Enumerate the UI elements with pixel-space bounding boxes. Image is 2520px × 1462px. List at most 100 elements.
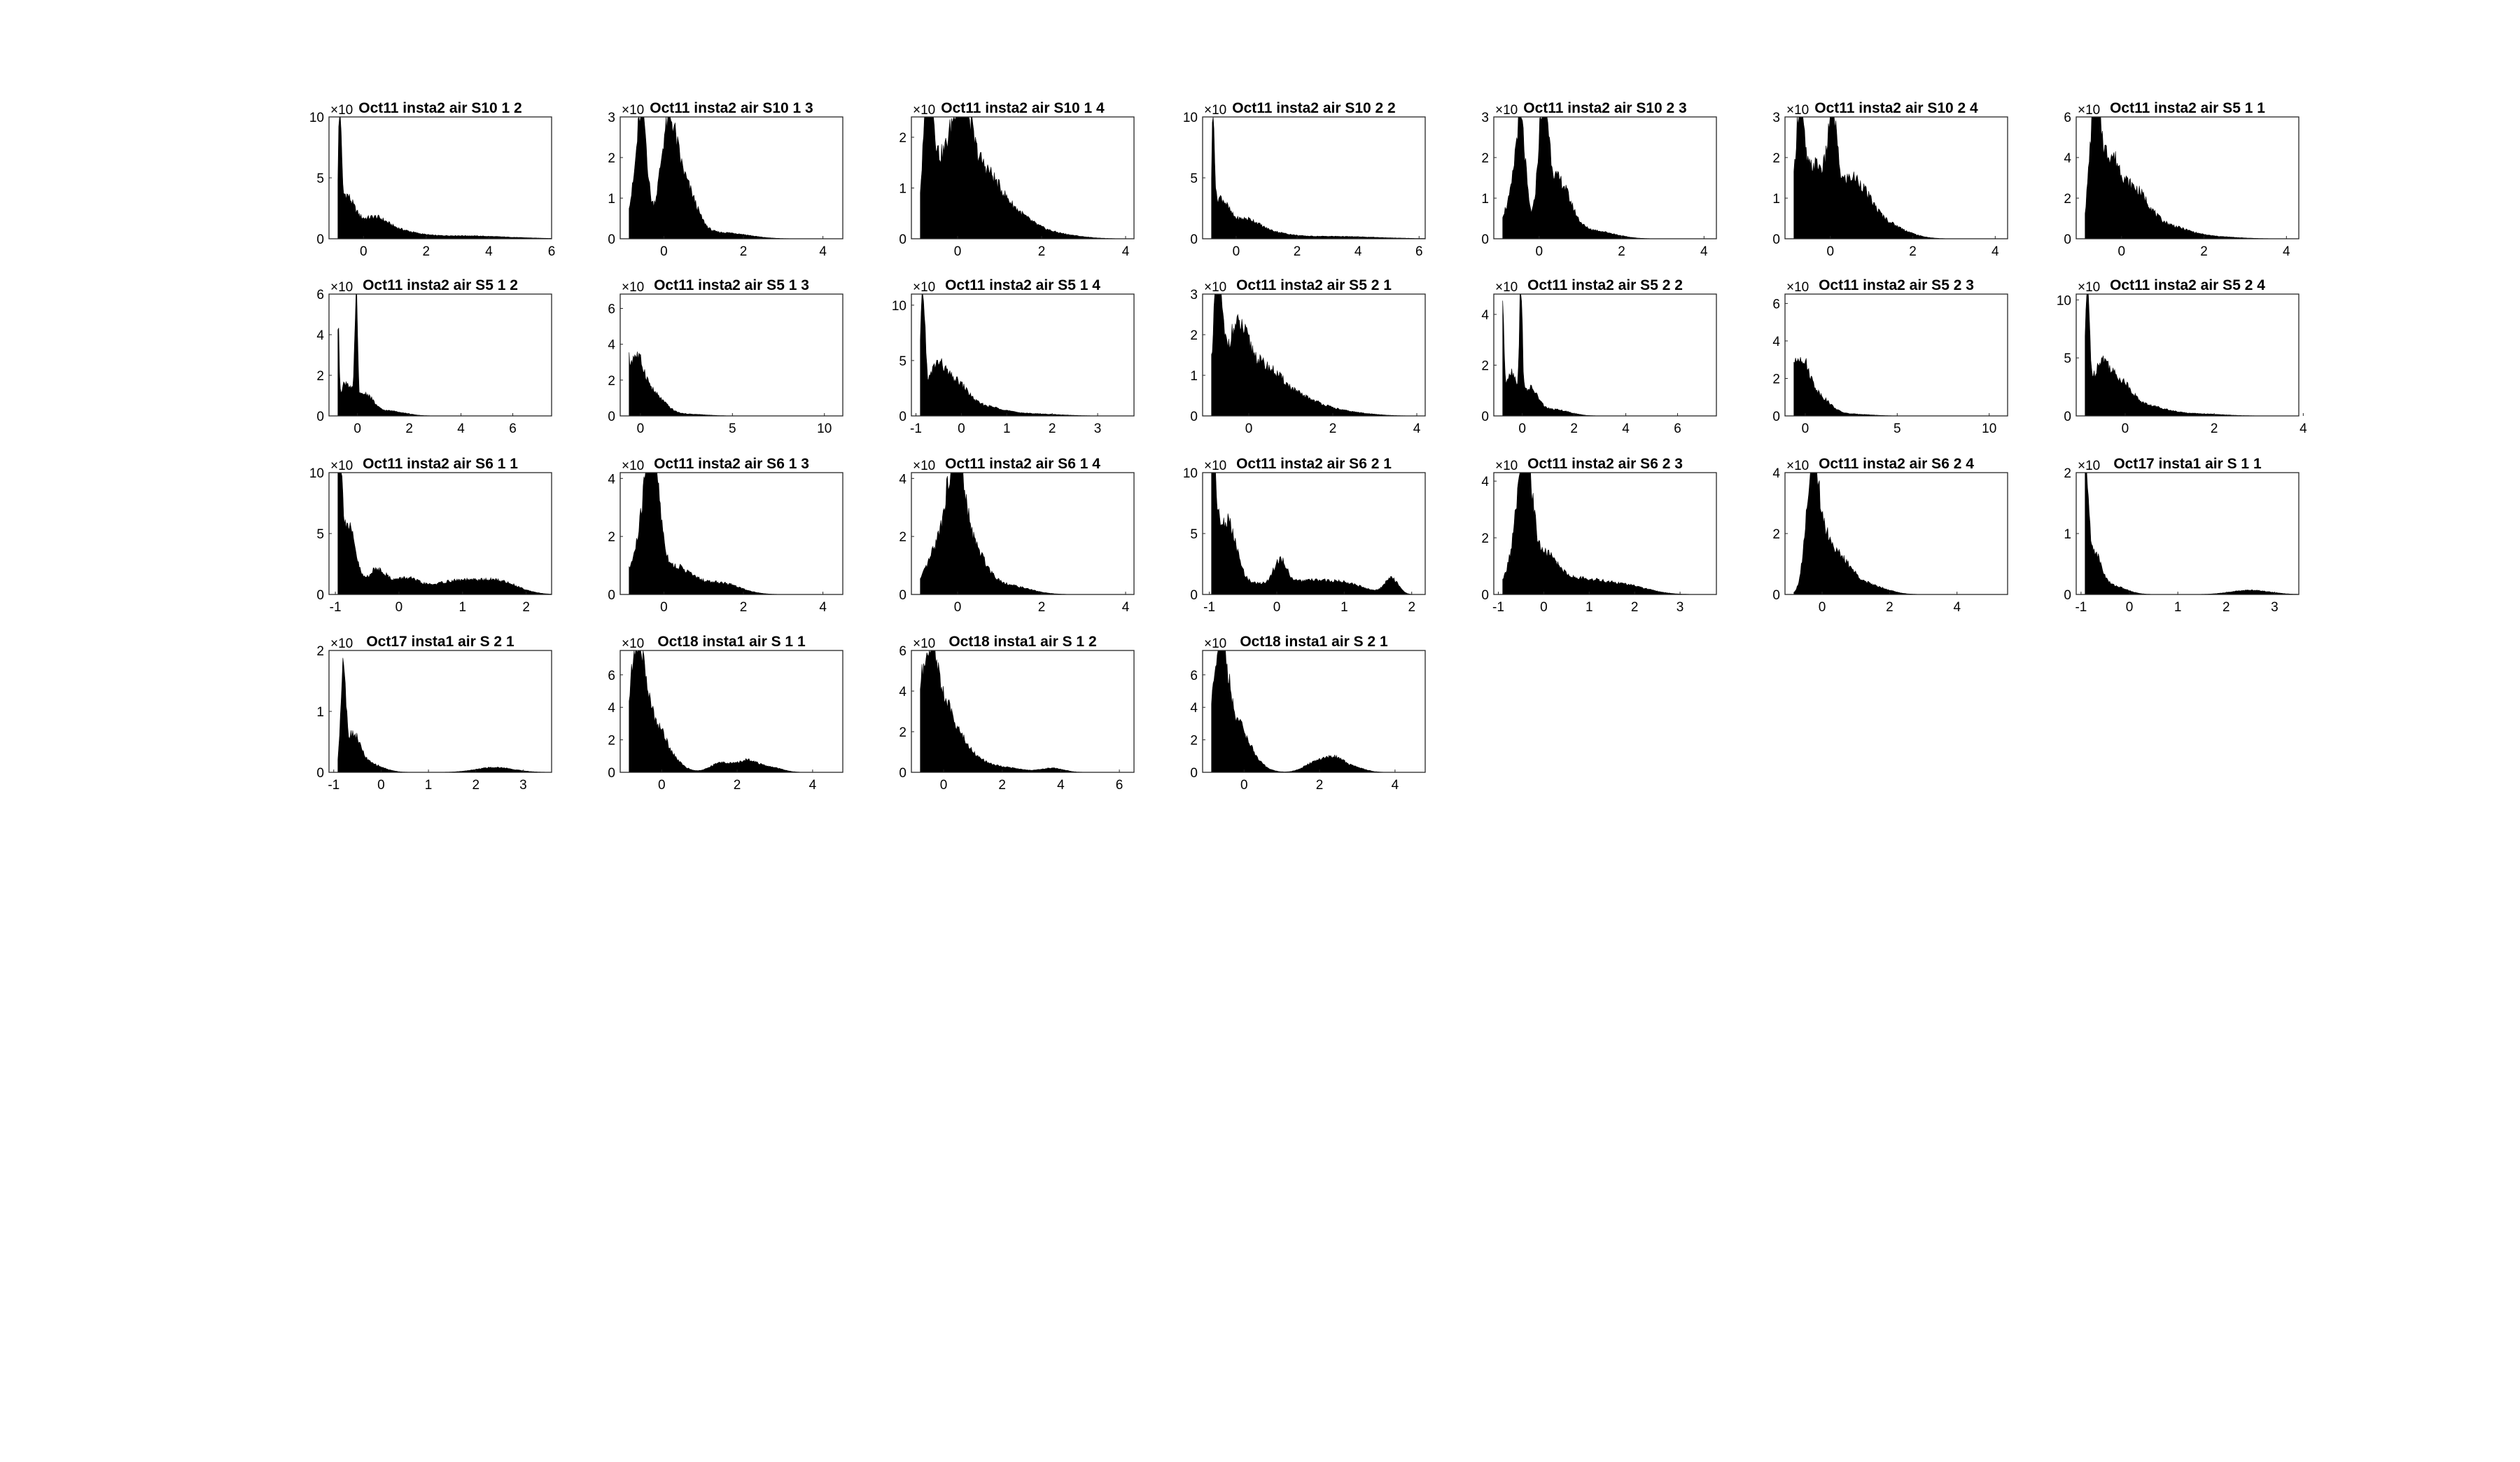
x-tick-label: 2 bbox=[1886, 600, 1893, 615]
x-tick-label: 1 bbox=[2174, 600, 2182, 615]
histogram-bars bbox=[629, 116, 843, 239]
axes-box bbox=[1784, 116, 2008, 239]
panel-title: Oct17 insta1 air S 2 1 bbox=[366, 634, 514, 650]
y-tick-label: 0 bbox=[1190, 766, 1198, 781]
x-tick-label: 4 bbox=[1953, 600, 1961, 615]
panel-title: Oct11 insta2 air S5 1 1 bbox=[2110, 100, 2265, 116]
y-tick-label: 4 bbox=[608, 338, 615, 353]
panel-title: Oct11 insta2 air S5 2 3 bbox=[1819, 277, 1974, 293]
histogram-bars bbox=[2085, 116, 2299, 239]
panel-10: 0 5 10 -1 0 1 2 3 ×10 Oct11 insta2 air S5 1 4 bbox=[892, 277, 1135, 436]
panel-title: Oct11 insta2 air S10 2 4 bbox=[1814, 100, 1978, 116]
y-tick-label: 2 bbox=[2064, 466, 2071, 481]
panel-8: 0 2 4 6 0 2 4 6 ×10 Oct11 insta2 air S5 1 2 bbox=[316, 277, 552, 436]
y-tick-label: 2 bbox=[316, 644, 324, 659]
x-tick-label: 2 bbox=[1316, 778, 1324, 793]
x-tick-label: 0 bbox=[1233, 244, 1240, 259]
y-tick-label: 2 bbox=[1481, 151, 1489, 166]
y-tick-label: 2 bbox=[608, 374, 615, 389]
y-tick-label: 1 bbox=[899, 182, 906, 197]
panel-title: Oct11 insta2 air S10 1 2 bbox=[358, 100, 522, 116]
x-tick-label: 0 bbox=[660, 600, 668, 615]
y-tick-label: 2 bbox=[1772, 527, 1780, 542]
x-tick-label: 4 bbox=[809, 778, 817, 793]
y-tick-label: 6 bbox=[316, 288, 324, 302]
y-tick-label: 10 bbox=[2057, 293, 2071, 308]
panel-title: Oct11 insta2 air S6 2 3 bbox=[1527, 456, 1683, 472]
axes-box bbox=[1493, 116, 1717, 239]
panel-title: Oct11 insta2 air S5 2 4 bbox=[2110, 277, 2265, 293]
histogram-bars bbox=[1502, 472, 1716, 595]
x-tick-label: 2 bbox=[405, 422, 413, 436]
x-tick-label: -1 bbox=[910, 422, 922, 436]
y-tick-label: 2 bbox=[899, 131, 906, 146]
y-exponent-label: ×10 bbox=[2078, 280, 2100, 295]
panel-21: 0 1 2 -1 0 1 2 3 ×10 Oct17 insta1 air S 1 1 bbox=[2064, 456, 2300, 615]
axes-box bbox=[1493, 472, 1717, 595]
y-tick-label: 6 bbox=[608, 302, 615, 316]
y-exponent-label: ×10 bbox=[330, 103, 353, 118]
panel-17: 0 2 4 0 2 4 ×10 Oct11 insta2 air S6 1 4 bbox=[899, 456, 1135, 615]
histogram-bars bbox=[1211, 472, 1425, 595]
panel-5: 0 1 2 3 0 2 4 ×10 Oct11 insta2 air S10 2 3 bbox=[1481, 100, 1717, 259]
x-tick-label: 0 bbox=[1819, 600, 1826, 615]
y-exponent-label: ×10 bbox=[622, 280, 644, 295]
panel-title: Oct18 insta1 air S 1 2 bbox=[948, 634, 1096, 650]
panel-1: 0 5 10 0 2 4 6 ×10 Oct11 insta2 air S10 1 2 bbox=[309, 100, 555, 259]
y-tick-label: 4 bbox=[1481, 475, 1489, 489]
y-tick-label: 1 bbox=[1190, 369, 1198, 384]
y-tick-label: 10 bbox=[309, 466, 324, 481]
histogram-bars bbox=[1211, 116, 1426, 239]
x-tick-label: 4 bbox=[1700, 244, 1708, 259]
x-tick-label: 2 bbox=[1909, 244, 1917, 259]
x-tick-label: 1 bbox=[1340, 600, 1348, 615]
panel-13: 0 2 4 6 0 5 10 ×10 Oct11 insta2 air S5 2 3 bbox=[1772, 277, 2008, 436]
y-tick-label: 6 bbox=[1190, 669, 1198, 683]
panel-title: Oct11 insta2 air S10 1 4 bbox=[941, 100, 1105, 116]
axes-box bbox=[328, 293, 552, 417]
y-exponent-label: ×10 bbox=[1204, 636, 1226, 651]
y-tick-label: 2 bbox=[608, 530, 615, 545]
histogram-bars bbox=[337, 116, 552, 239]
x-tick-label: 2 bbox=[1049, 422, 1056, 436]
y-tick-label: 0 bbox=[1772, 588, 1780, 603]
y-tick-label: 0 bbox=[1190, 232, 1198, 247]
histogram-bars bbox=[337, 472, 552, 595]
x-tick-label: 5 bbox=[1893, 422, 1901, 436]
x-tick-label: 0 bbox=[1273, 600, 1281, 615]
panel-7: 0 2 4 6 0 2 4 ×10 Oct11 insta2 air S5 1 1 bbox=[2064, 100, 2300, 259]
axes-box bbox=[1784, 293, 2008, 417]
y-tick-label: 0 bbox=[899, 410, 906, 424]
y-tick-label: 0 bbox=[899, 232, 906, 247]
histogram-bars bbox=[337, 293, 552, 417]
x-tick-label: 4 bbox=[2300, 422, 2307, 436]
y-tick-label: 1 bbox=[316, 705, 324, 720]
histogram-bars bbox=[629, 650, 843, 773]
x-tick-label: 2 bbox=[1570, 422, 1578, 436]
x-tick-label: 2 bbox=[1038, 600, 1046, 615]
panel-2: 0 1 2 3 0 2 4 ×10 Oct11 insta2 air S10 1 3 bbox=[608, 100, 844, 259]
y-exponent-label: ×10 bbox=[330, 459, 353, 473]
x-tick-label: 4 bbox=[457, 422, 465, 436]
panel-14: 0 5 10 0 2 4 ×10 Oct11 insta2 air S5 2 4 bbox=[2057, 277, 2307, 436]
y-exponent-label: ×10 bbox=[1495, 280, 1518, 295]
x-tick-label: 2 bbox=[734, 778, 741, 793]
axes-box bbox=[2076, 293, 2300, 417]
panel-24: 0 2 4 6 0 2 4 6 ×10 Oct18 insta1 air S 1 2 bbox=[899, 634, 1135, 793]
histogram-bars bbox=[1793, 116, 2008, 239]
x-tick-label: 0 bbox=[954, 244, 962, 259]
x-tick-label: 10 bbox=[817, 422, 832, 436]
x-tick-label: 0 bbox=[660, 244, 668, 259]
y-tick-label: 0 bbox=[899, 766, 906, 781]
x-tick-label: 4 bbox=[819, 244, 827, 259]
x-tick-label: 0 bbox=[354, 422, 361, 436]
y-tick-label: 3 bbox=[1481, 111, 1489, 125]
y-exponent-label: ×10 bbox=[622, 459, 644, 473]
y-tick-label: 2 bbox=[899, 725, 906, 740]
x-tick-label: 0 bbox=[954, 600, 962, 615]
histogram-bars bbox=[2085, 472, 2300, 595]
x-tick-label: 0 bbox=[2122, 422, 2129, 436]
axes-box bbox=[620, 293, 844, 417]
